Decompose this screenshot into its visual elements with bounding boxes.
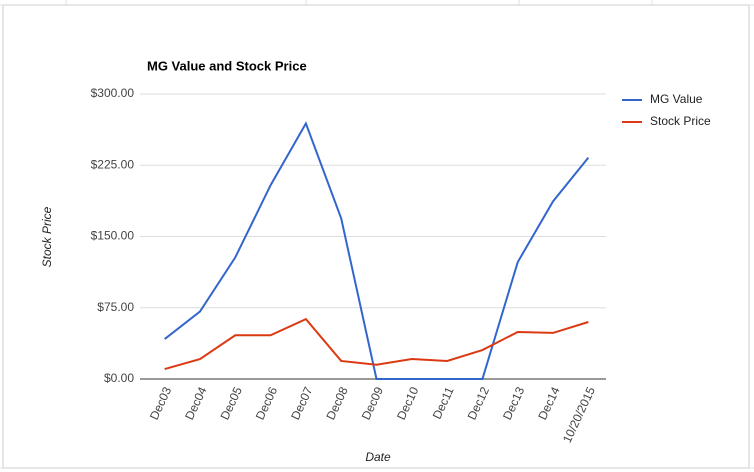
data-line [164,317,589,370]
y-tick-label: $75.00 [97,300,134,314]
chart-title: MG Value and Stock Price [147,58,307,73]
data-line [164,121,590,380]
y-tick-label: $0.00 [104,371,134,385]
x-axis-title: Date [365,450,391,464]
y-tick-label: $225.00 [91,157,135,171]
y-axis-title: Stock Price [40,206,54,267]
legend-label: Stock Price [650,114,711,128]
legend-label: MG Value [650,92,703,106]
y-tick-label: $300.00 [91,86,135,100]
y-tick-label: $150.00 [91,229,135,243]
